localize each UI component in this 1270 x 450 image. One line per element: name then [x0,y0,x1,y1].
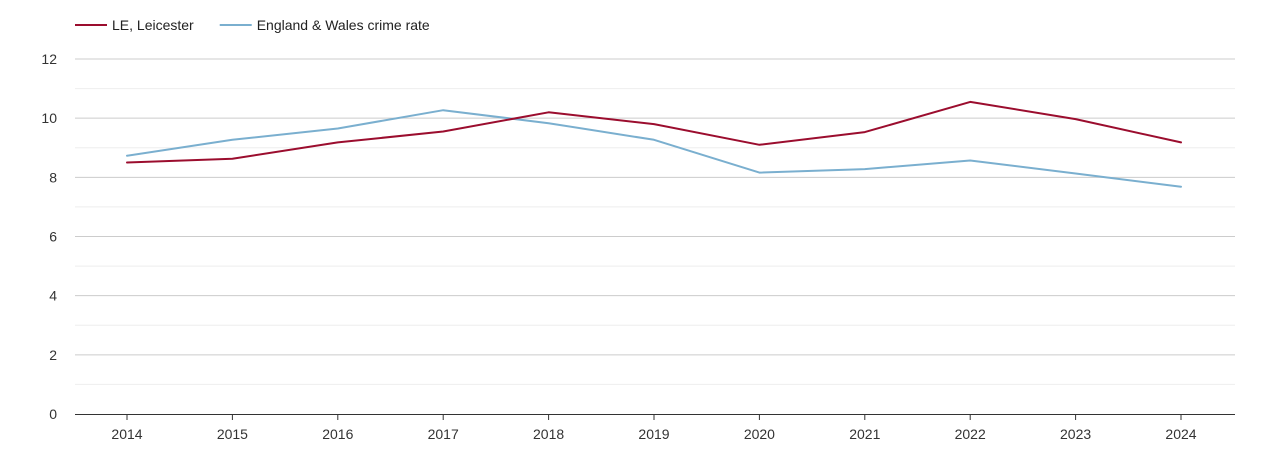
x-tick-label: 2014 [111,426,142,442]
x-tick-label: 2016 [322,426,353,442]
x-tick-label: 2018 [533,426,564,442]
axes: 0 2 4 6 8 10 12 2014 2015 2016 2017 2018 2019 2020 202… [41,51,1235,442]
legend: LE, Leicester England & Wales crime rate [75,17,430,33]
x-tick-label: 2024 [1165,426,1196,442]
x-tick-label: 2015 [217,426,248,442]
x-tick-label: 2020 [744,426,775,442]
y-tick-label: 4 [49,288,57,304]
legend-label-1: LE, Leicester [112,17,194,33]
y-tick-label: 8 [49,169,57,185]
legend-label-2: England & Wales crime rate [257,17,430,33]
x-tick-label: 2023 [1060,426,1091,442]
series-lines [126,100,1182,188]
y-tick-label: 2 [49,347,57,363]
series-line-2 [126,109,1182,188]
y-tick-label: 6 [49,229,57,245]
y-tick-label: 0 [49,406,57,422]
grid-lines [75,58,1235,385]
x-tick-label: 2017 [428,426,459,442]
x-tick-label: 2021 [849,426,880,442]
series-line-1 [126,100,1182,164]
x-tick-label: 2019 [638,426,669,442]
y-tick-label: 10 [41,110,57,126]
y-tick-label: 12 [41,51,57,67]
x-tick-label: 2022 [955,426,986,442]
